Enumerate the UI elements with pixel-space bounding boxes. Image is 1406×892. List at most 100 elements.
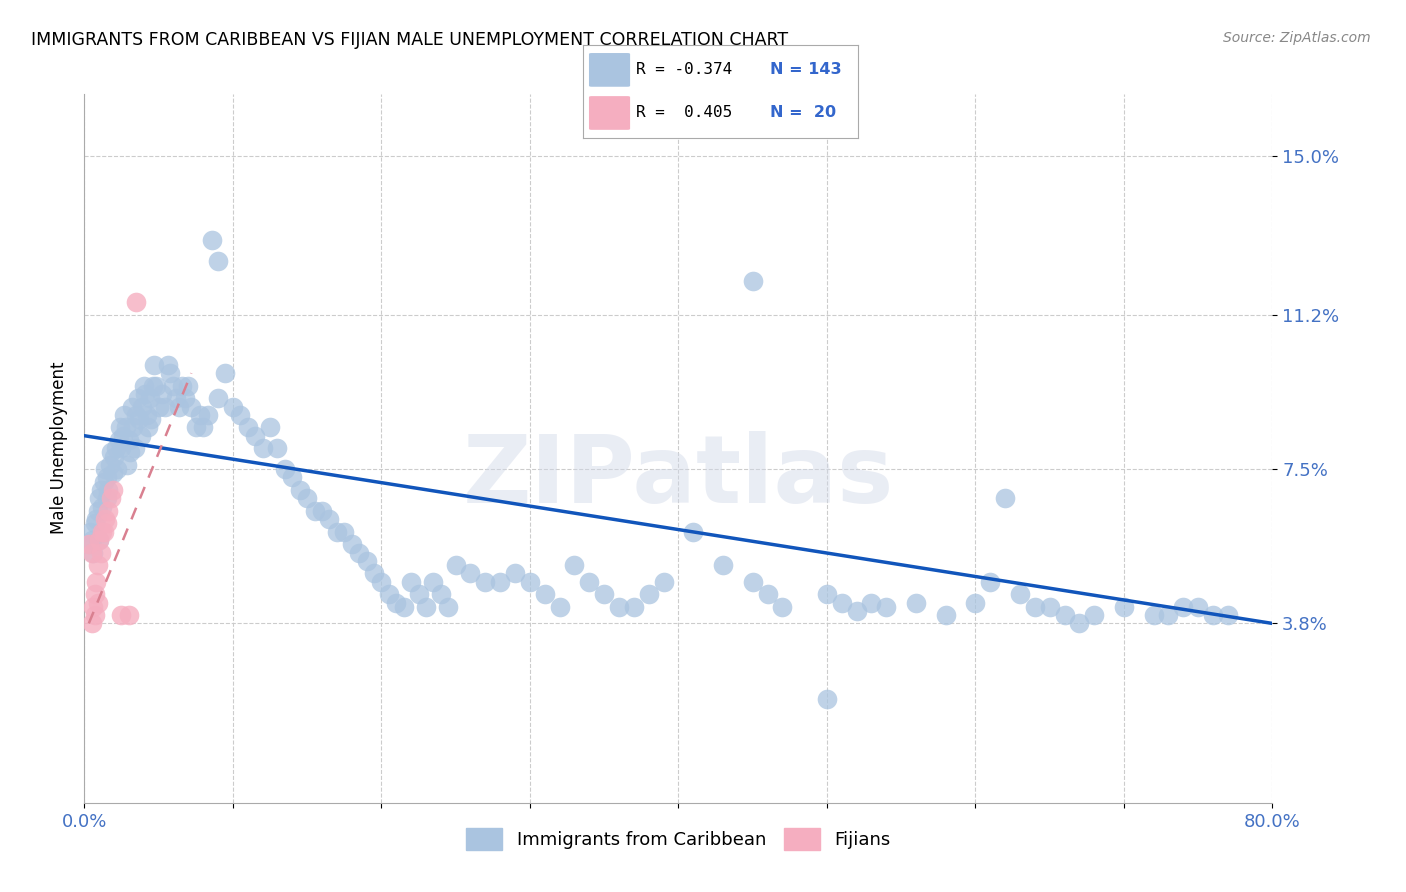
Point [333, 524, 356, 539]
Point [578, 574, 600, 589]
Point [756, 587, 779, 601]
Point [831, 596, 853, 610]
Text: N = 143: N = 143 [770, 62, 842, 78]
Point [87, 504, 110, 518]
Point [304, 504, 326, 518]
Point [548, 599, 571, 614]
Point [259, 420, 281, 434]
Point [1069, 616, 1091, 631]
Point [682, 524, 704, 539]
Point [1202, 608, 1225, 623]
Point [142, 378, 165, 392]
Point [77, 537, 100, 551]
Point [243, 428, 266, 442]
Point [444, 558, 467, 572]
Point [188, 408, 211, 422]
Point [1112, 599, 1135, 614]
Point [363, 566, 385, 581]
Point [162, 378, 184, 392]
Point [503, 566, 526, 581]
Point [965, 596, 987, 610]
Point [138, 391, 160, 405]
Point [201, 233, 224, 247]
Point [80, 616, 103, 631]
Point [593, 587, 616, 601]
Point [378, 587, 401, 601]
Point [159, 366, 181, 380]
Point [80, 533, 103, 547]
Point [165, 391, 187, 405]
Point [392, 599, 415, 614]
Point [347, 545, 370, 559]
Point [125, 408, 148, 422]
FancyBboxPatch shape [589, 53, 630, 87]
Point [141, 412, 163, 426]
Point [1173, 599, 1195, 614]
Point [120, 445, 142, 459]
Point [1187, 599, 1209, 614]
Point [110, 442, 132, 455]
Point [1039, 599, 1062, 614]
Point [115, 420, 138, 434]
Point [184, 420, 207, 434]
Point [415, 599, 437, 614]
Point [118, 608, 141, 623]
Point [222, 400, 245, 414]
Point [135, 408, 157, 422]
Point [295, 491, 318, 506]
Point [117, 458, 139, 472]
Point [607, 599, 630, 614]
Point [111, 428, 134, 442]
Point [93, 475, 115, 489]
Point [326, 524, 349, 539]
Point [90, 545, 112, 559]
Point [197, 408, 219, 422]
Text: Source: ZipAtlas.com: Source: ZipAtlas.com [1223, 31, 1371, 45]
Point [94, 462, 117, 476]
Point [128, 412, 150, 426]
Point [87, 558, 110, 572]
Point [105, 462, 128, 476]
Point [564, 558, 586, 572]
Point [103, 450, 125, 464]
Point [91, 500, 114, 514]
Text: N =  20: N = 20 [770, 105, 837, 120]
Point [385, 596, 408, 610]
Point [845, 604, 868, 618]
Point [207, 253, 229, 268]
Point [815, 587, 838, 601]
Point [134, 387, 156, 401]
Point [110, 608, 132, 623]
Point [153, 400, 176, 414]
Y-axis label: Male Unemployment: Male Unemployment [49, 362, 67, 534]
Point [148, 400, 170, 414]
Point [207, 391, 229, 405]
Point [1008, 587, 1031, 601]
Point [97, 504, 120, 518]
Point [125, 295, 148, 310]
Point [191, 420, 215, 434]
Point [533, 587, 555, 601]
Point [637, 587, 659, 601]
Point [266, 442, 288, 455]
Point [519, 574, 541, 589]
Point [108, 420, 131, 434]
Point [474, 574, 496, 589]
Point [132, 378, 155, 392]
Point [311, 504, 333, 518]
Point [430, 587, 453, 601]
Point [994, 491, 1017, 506]
Point [399, 574, 422, 589]
Point [156, 358, 179, 372]
Point [437, 599, 460, 614]
Point [100, 491, 122, 506]
Point [100, 445, 122, 459]
Point [281, 470, 304, 484]
Text: R =  0.405: R = 0.405 [636, 105, 733, 120]
Point [89, 491, 111, 506]
Point [652, 574, 675, 589]
Point [214, 366, 236, 380]
Point [623, 599, 645, 614]
Point [979, 574, 1001, 589]
Point [91, 524, 114, 539]
